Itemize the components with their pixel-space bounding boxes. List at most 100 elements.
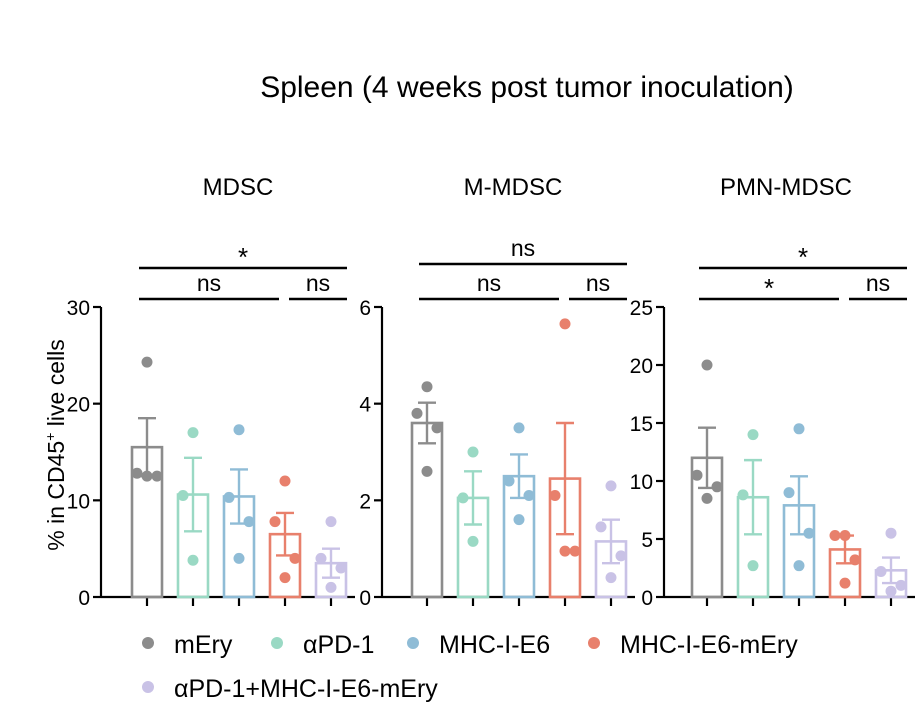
data-point — [325, 581, 337, 593]
data-point — [141, 470, 153, 482]
data-point — [513, 514, 525, 526]
legend-item: MHC-I-E6-mEry — [588, 631, 798, 659]
legend-item: αPD-1 — [271, 631, 374, 659]
data-point — [177, 490, 189, 501]
data-point — [559, 545, 571, 557]
data-point — [151, 470, 163, 482]
data-point — [523, 490, 535, 501]
legend-item: mEry — [142, 631, 233, 659]
significance-label: ns — [511, 235, 535, 261]
y-tick-label: 0 — [78, 587, 90, 610]
data-point — [141, 356, 153, 368]
data-point — [503, 475, 515, 487]
data-point — [279, 475, 291, 487]
chart-panel-1: MDSC 0 10 20 30 * ns ns — [67, 174, 355, 610]
data-point — [513, 422, 525, 434]
data-point — [549, 490, 561, 501]
data-point — [187, 554, 199, 566]
legend-item: αPD-1+MHC-I-E6-mEry — [142, 675, 438, 703]
significance-label: ns — [197, 270, 221, 296]
data-point — [829, 530, 841, 542]
data-point — [421, 381, 433, 393]
data-point — [737, 489, 749, 501]
panel-title: M-MDSC — [464, 174, 563, 201]
y-tick-label: 6 — [359, 297, 371, 320]
data-point — [233, 424, 245, 436]
data-point — [233, 552, 245, 564]
data-point — [839, 577, 851, 589]
significance-label: ns — [477, 270, 501, 296]
figure-title: Spleen (4 weeks post tumor inoculation) — [260, 71, 794, 104]
significance-label: ns — [586, 270, 610, 296]
data-point — [269, 516, 281, 528]
legend-label: mEry — [174, 631, 233, 659]
data-point — [615, 550, 627, 562]
data-point — [421, 465, 433, 477]
data-point — [839, 530, 851, 542]
data-point — [793, 560, 805, 572]
data-point — [711, 481, 723, 493]
data-point — [747, 429, 759, 441]
data-point — [793, 423, 805, 435]
data-point — [467, 446, 479, 458]
significance-label: * — [238, 242, 248, 272]
y-tick-label: 20 — [630, 355, 653, 378]
legend-marker — [588, 637, 600, 649]
data-point — [783, 487, 795, 499]
y-tick-label: 20 — [67, 394, 90, 417]
data-point — [605, 572, 617, 584]
legend-marker — [142, 681, 154, 693]
y-tick-label: 30 — [67, 297, 90, 320]
legend-label: MHC-I-E6-mEry — [620, 631, 798, 659]
y-axis-label: % in CD45+ live cells — [42, 339, 69, 550]
y-tick-label: 15 — [630, 413, 653, 436]
y-tick-label: 25 — [630, 297, 653, 320]
legend-item: MHC-I-E6 — [407, 631, 550, 659]
data-point — [243, 516, 255, 528]
significance-label: * — [764, 273, 774, 303]
y-tick-label: 10 — [67, 490, 90, 513]
y-tick-label: 0 — [359, 587, 371, 610]
data-point — [895, 579, 907, 591]
data-point — [691, 469, 703, 481]
data-point — [849, 554, 861, 566]
y-tick-label: 10 — [630, 471, 653, 494]
data-point — [701, 492, 713, 504]
data-point — [335, 562, 347, 574]
data-point — [289, 552, 301, 564]
panel-title: MDSC — [203, 174, 274, 201]
legend: mEry αPD-1 MHC-I-E6 MHC-I-E6-mEry αPD-1+MHC-… — [142, 631, 798, 703]
y-tick-label: 4 — [359, 394, 371, 417]
significance-label: ns — [866, 270, 890, 296]
data-point — [747, 560, 759, 572]
data-point — [701, 359, 713, 371]
data-point — [325, 516, 337, 528]
data-point — [187, 427, 199, 439]
data-point — [569, 545, 581, 557]
data-point — [315, 552, 327, 564]
data-point — [223, 491, 235, 503]
chart-panel-3: PMN-MDSC 0 5 10 15 20 25 * * ns — [630, 174, 915, 610]
y-tick-label: 0 — [641, 587, 653, 610]
data-point — [595, 521, 607, 533]
panel-title: PMN-MDSC — [720, 174, 852, 201]
legend-marker — [271, 637, 283, 649]
data-point — [467, 535, 479, 547]
legend-marker — [142, 637, 154, 649]
data-point — [411, 407, 423, 419]
data-point — [885, 527, 897, 539]
legend-label: MHC-I-E6 — [439, 631, 550, 659]
legend-marker — [407, 637, 419, 649]
y-tick-label: 2 — [359, 490, 371, 513]
data-point — [605, 480, 617, 492]
data-point — [431, 422, 443, 434]
data-point — [803, 527, 815, 539]
data-point — [279, 572, 291, 584]
significance-label: * — [798, 242, 808, 272]
data-point — [885, 585, 897, 597]
data-point — [875, 565, 887, 577]
bar-mEry — [410, 421, 444, 599]
